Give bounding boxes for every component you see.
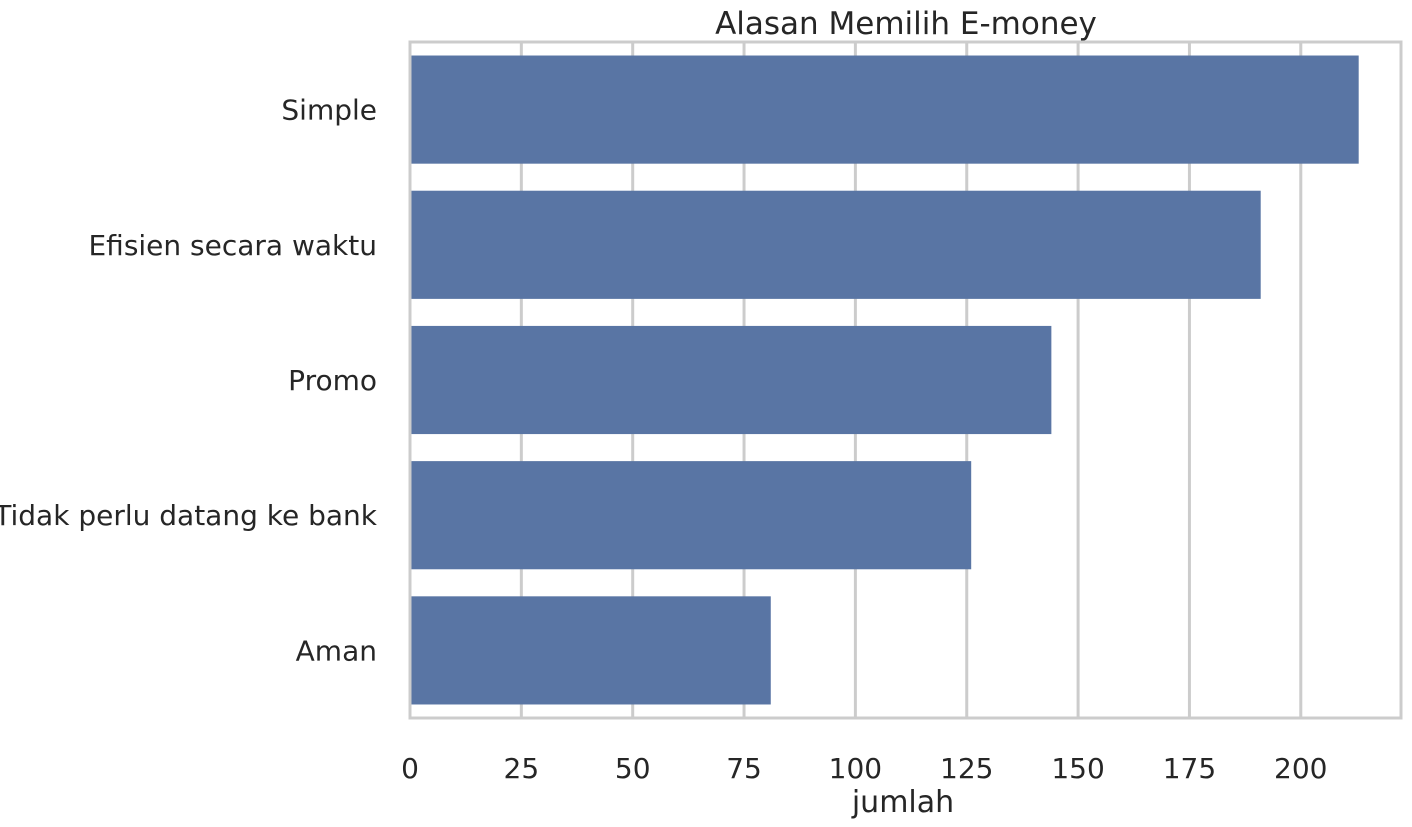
bar-simple bbox=[410, 55, 1359, 164]
x-tick-label: 175 bbox=[1163, 752, 1216, 785]
x-tick-label: 50 bbox=[615, 752, 651, 785]
x-tick-label: 100 bbox=[829, 752, 882, 785]
bar-tidak-perlu-datang-ke-bank bbox=[410, 461, 972, 570]
x-axis-label: jumlah bbox=[851, 785, 954, 820]
y-tick-label: Tidak perlu datang ke bank bbox=[0, 499, 378, 532]
x-tick-label: 150 bbox=[1051, 752, 1104, 785]
x-tick-label: 200 bbox=[1274, 752, 1327, 785]
plot-frame bbox=[408, 40, 1403, 720]
y-tick-labels: Simple Efisien secara waktu Promo Tidak per… bbox=[0, 94, 378, 668]
x-tick-label: 25 bbox=[504, 752, 540, 785]
bar-aman bbox=[410, 596, 771, 705]
x-tick-label: 125 bbox=[940, 752, 993, 785]
y-tick-label: Simple bbox=[281, 94, 377, 127]
x-tick-label: 75 bbox=[726, 752, 762, 785]
y-tick-label: Aman bbox=[296, 634, 377, 667]
chart-title: Alasan Memilih E-money bbox=[715, 6, 1097, 42]
x-tick-label: 0 bbox=[401, 752, 419, 785]
y-tick-label: Promo bbox=[288, 364, 377, 397]
bars bbox=[410, 55, 1359, 705]
bar-promo bbox=[410, 325, 1052, 435]
x-tick-labels: 0 25 50 75 100 125 150 175 200 bbox=[401, 752, 1327, 785]
bar-efisien-secara-waktu bbox=[410, 190, 1261, 299]
y-tick-label: Efisien secara waktu bbox=[88, 229, 377, 262]
